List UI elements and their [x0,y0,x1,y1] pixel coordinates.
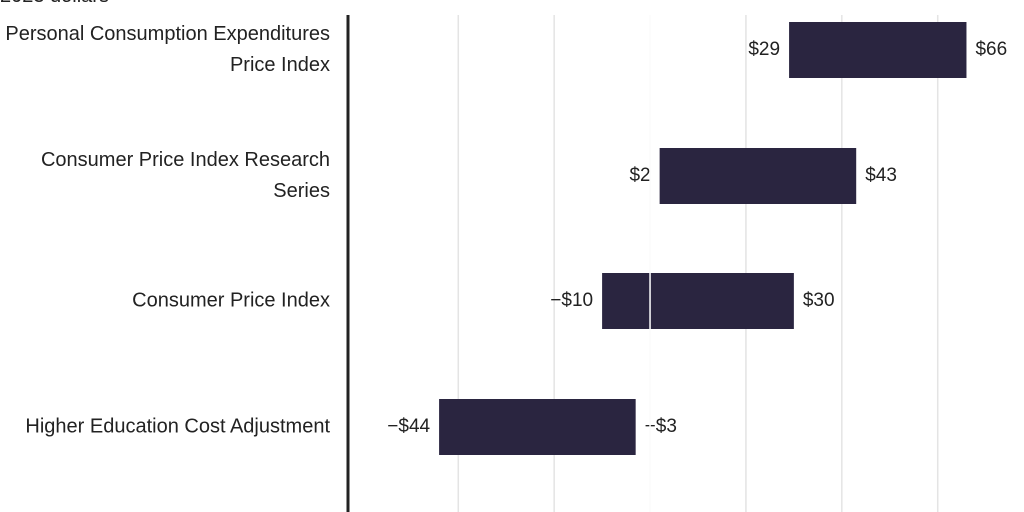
subtitle: 2023 dollars [0,0,109,8]
high-label: $66 [975,39,1007,60]
low-label: $29 [748,39,780,60]
category-label: Consumer Price Index Research Series [40,149,330,202]
bar [659,148,857,204]
high-label: $30 [803,290,835,311]
low-label: −$44 [387,416,430,437]
high-label: −$3 [645,416,677,437]
high-label: $43 [865,165,897,186]
bar [439,399,636,455]
category-label: Personal Consumption Expenditures Price … [5,23,330,76]
category-label: Consumer Price Index [132,289,330,312]
bar [789,22,967,78]
low-label: $2 [629,165,650,186]
low-label: −$10 [550,290,593,311]
category-label: Higher Education Cost Adjustment [25,415,330,438]
bar [602,273,794,329]
